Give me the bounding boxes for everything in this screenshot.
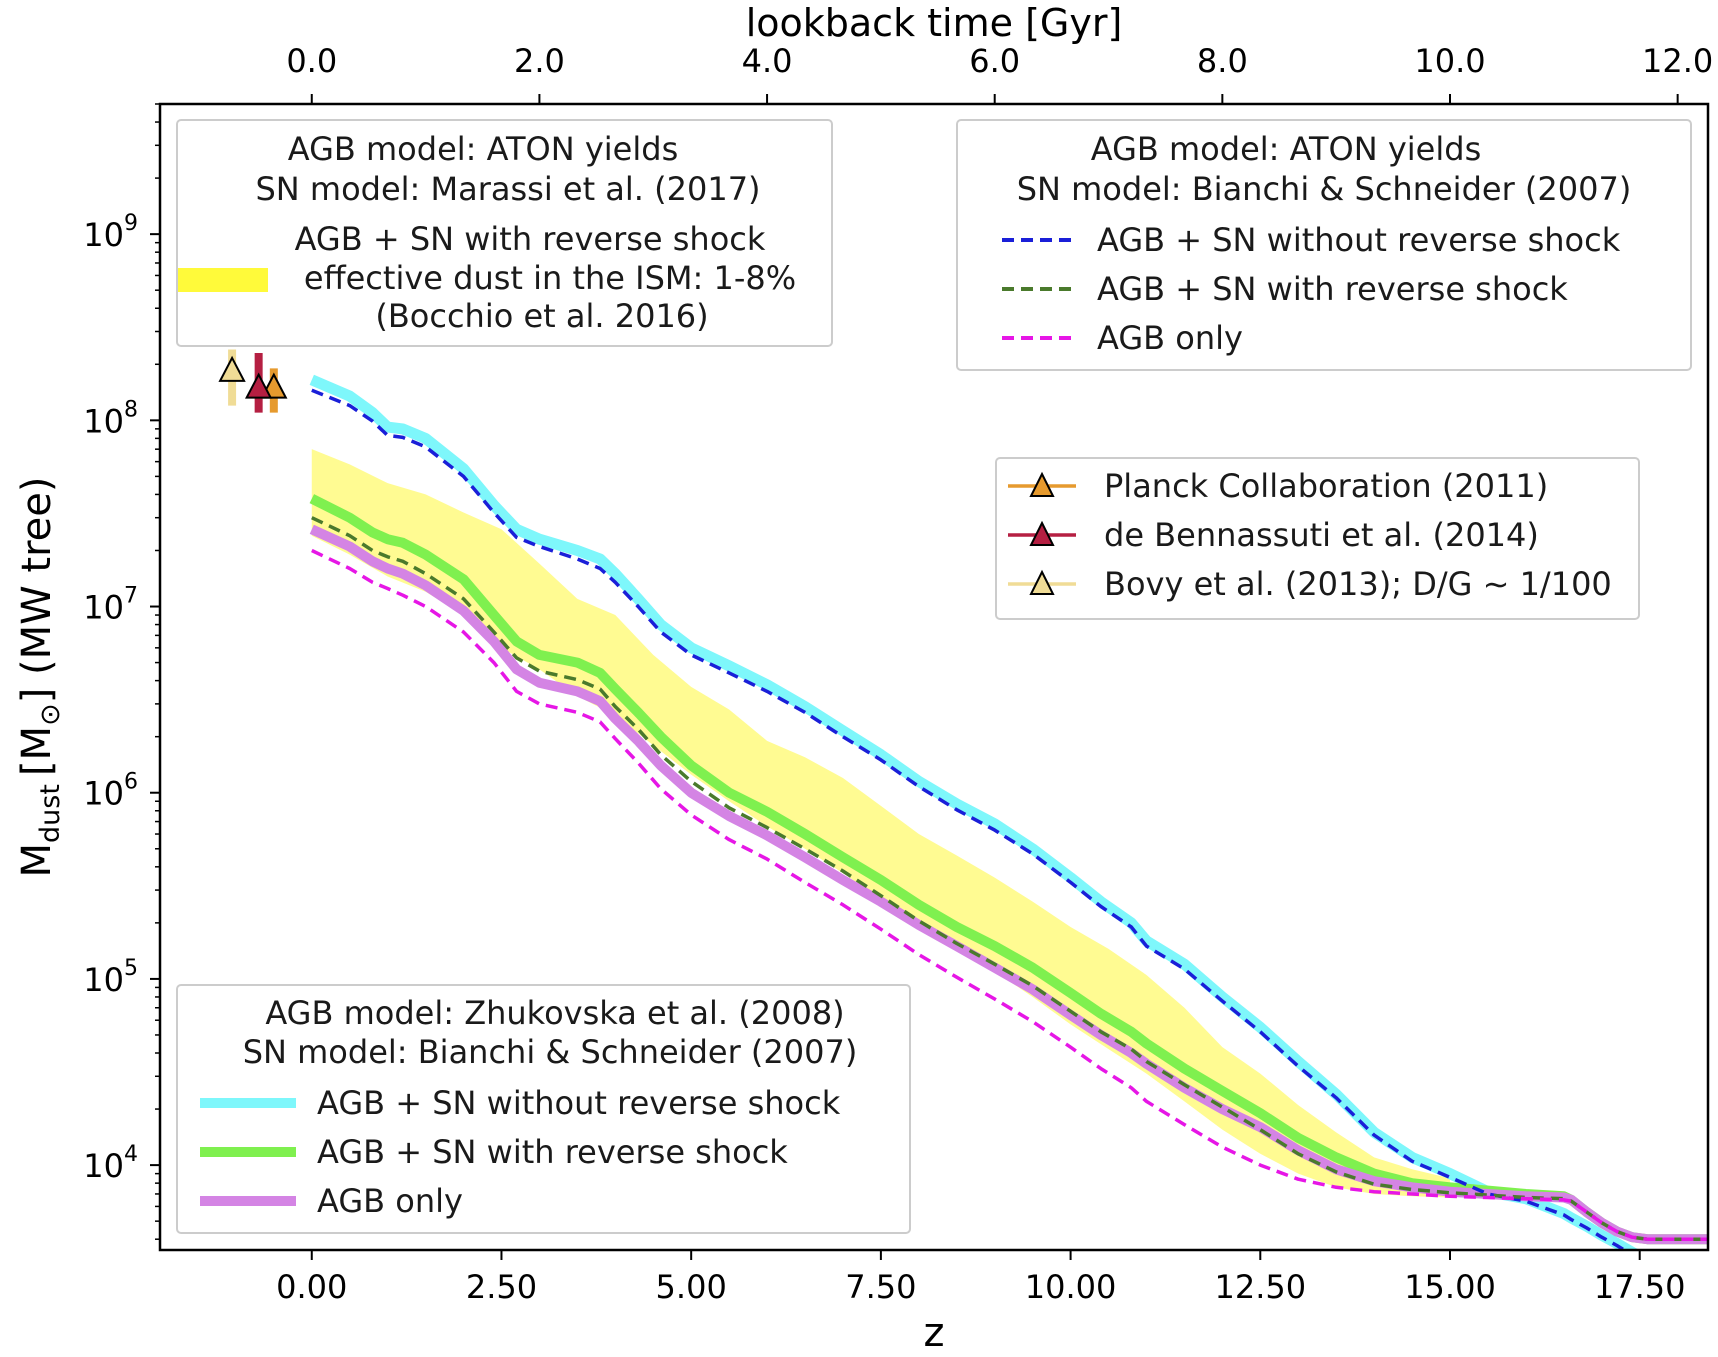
legend-entry: Bovy et al. (2013); D/G ∼ 1/100: [1104, 565, 1612, 603]
top-axis-ticks: 0.0 2.0 4.0 6.0 8.0 10.0 12.0: [286, 42, 1713, 104]
legend-box: [176, 119, 833, 347]
x-tick-label: 2.50: [466, 1268, 537, 1306]
legend-entry: AGB + SN with reverse shock: [317, 1133, 788, 1171]
legend-entry: AGB + SN without reverse shock: [1097, 221, 1621, 259]
y-label-sun: ⊙: [35, 703, 66, 726]
y-tick-label: 106: [83, 770, 138, 813]
legend-title-line: AGB model: Zhukovska et al. (2008): [265, 994, 844, 1032]
top-tick-label: 8.0: [1197, 42, 1248, 80]
top-tick-label: 0.0: [286, 42, 337, 80]
band-layer: [311, 449, 1451, 1198]
legend-aton-bianchi: AGB model: ATON yields SN model: Bianchi…: [956, 119, 1692, 371]
legend-box: [956, 119, 1692, 371]
y-axis-ticks: 104 105 106 107 108 109: [83, 103, 160, 1240]
series-layer: [309, 374, 1708, 1250]
y-label-rest: ] (MW tree): [14, 477, 60, 704]
legend-entry-line: (Bocchio et al. 2016): [375, 297, 708, 335]
y-tick-label: 105: [83, 956, 138, 999]
top-tick-label: 6.0: [969, 42, 1020, 80]
y-label-unit: [M: [14, 726, 60, 776]
y-tick-label: 108: [83, 397, 138, 440]
y-label-main: M: [14, 843, 60, 878]
top-tick-label: 2.0: [514, 42, 565, 80]
legend-marker-bovy: [1029, 569, 1055, 595]
x-tick-label: 12.50: [1214, 1268, 1306, 1306]
legend-entry: Planck Collaboration (2011): [1104, 467, 1548, 505]
series-aton-agb-only: [311, 548, 1708, 1241]
y-tick-label: 109: [83, 211, 138, 254]
legend-entry: de Bennassuti et al. (2014): [1104, 516, 1539, 554]
band-yellow-area: [311, 449, 1451, 1198]
x-tick-label: 15.00: [1404, 1268, 1496, 1306]
legend-entry: AGB only: [1097, 319, 1243, 357]
x-tick-label: 17.50: [1594, 1268, 1686, 1306]
legend-title-line: SN model: Bianchi & Schneider (2007): [243, 1033, 858, 1071]
x-tick-label: 7.50: [845, 1268, 916, 1306]
top-tick-label: 10.0: [1414, 42, 1485, 80]
top-tick-label: 4.0: [742, 42, 793, 80]
x-axis-label: z: [924, 1310, 945, 1356]
legend-entry: AGB only: [317, 1182, 463, 1220]
x-tick-label: 5.00: [656, 1268, 727, 1306]
legend-swatch-band: [178, 268, 268, 292]
series-aton-agb-sn-without-reverse-shock: [311, 388, 1628, 1250]
x-tick-label: 10.00: [1025, 1268, 1117, 1306]
legend-zhukovska: AGB model: Zhukovska et al. (2008) SN mo…: [176, 984, 911, 1234]
legend-observations: Planck Collaboration (2011) de Bennassut…: [995, 457, 1640, 620]
y-axis-label: Mdust [M⊙] (MW tree): [14, 477, 66, 878]
legend-entry: AGB + SN with reverse shock: [1097, 270, 1568, 308]
obs-marker-de-bennassuti-et-al-2014: [244, 372, 273, 399]
legend-title-line: AGB model: ATON yields: [288, 130, 678, 168]
legend-title-line: SN model: Marassi et al. (2017): [255, 170, 760, 208]
legend-title-line: SN model: Bianchi & Schneider (2007): [1017, 170, 1632, 208]
legend-marassi: AGB model: ATON yields SN model: Marassi…: [176, 119, 833, 347]
x-axis-ticks: 0.00 2.50 5.00 7.50 10.00 12.50 15.00 17.50: [276, 1250, 1686, 1306]
legend-box: [995, 457, 1640, 620]
observations-layer: [218, 349, 288, 413]
obs-marker-bovy-et-al-2013-d-g-1-100: [218, 355, 246, 382]
top-tick-label: 12.0: [1642, 42, 1713, 80]
legend-marker-planck: [1029, 471, 1055, 497]
y-tick-label: 104: [83, 1142, 138, 1185]
y-tick-label: 107: [83, 584, 138, 627]
x-tick-label: 0.00: [276, 1268, 347, 1306]
legend-entry: AGB + SN without reverse shock: [317, 1084, 841, 1122]
plot-frame: [158, 102, 1710, 1252]
series-zhukovska-agb-only: [309, 524, 1708, 1245]
legend-box: [176, 984, 911, 1234]
legend-title-line: AGB model: ATON yields: [1091, 130, 1481, 168]
y-label-sub: dust: [35, 784, 66, 843]
legend-entry-line: effective dust in the ISM: 1-8%: [304, 259, 796, 297]
top-axis-label: lookback time [Gyr]: [746, 1, 1123, 45]
legend-marker-bennassuti: [1029, 520, 1055, 546]
legend-entry-line: AGB + SN with reverse shock: [295, 220, 766, 258]
